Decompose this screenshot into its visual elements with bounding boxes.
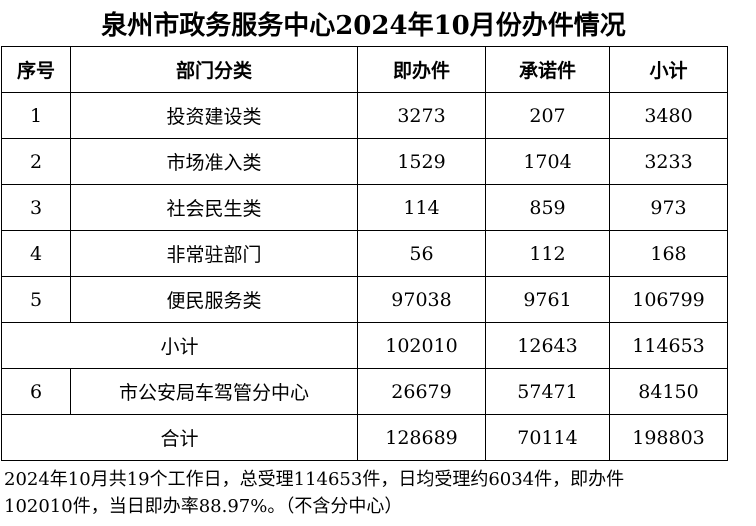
cell-serial: 1: [1, 92, 71, 139]
cell-instant: 1529: [357, 138, 486, 185]
cell-promised: 859: [485, 184, 610, 231]
cell-promised: 207: [485, 92, 610, 139]
cell-promised: 12643: [485, 322, 610, 369]
cell-category: 非常驻部门: [70, 230, 358, 277]
cell-subtotal: 3480: [609, 92, 728, 139]
cell-serial: 6: [1, 368, 71, 415]
table-row: 3 社会民生类 114 859 973: [1, 184, 728, 231]
cell-promised: 70114: [485, 414, 610, 461]
cell-instant: 114: [357, 184, 486, 231]
summary-note-line: 102010件，当日即办率88.97%。（不含分中心）: [4, 496, 403, 517]
cell-instant: 3273: [357, 92, 486, 139]
cell-subtotal: 84150: [609, 368, 728, 415]
table-row: 4 非常驻部门 56 112 168: [1, 230, 728, 277]
cell-subtotal: 114653: [609, 322, 728, 369]
cell-serial: 3: [1, 184, 71, 231]
cell-instant: 26679: [357, 368, 486, 415]
header-subtotal: 小计: [609, 46, 728, 93]
table-row: 6 市公安局车驾管分中心 26679 57471 84150: [1, 368, 728, 415]
header-serial: 序号: [1, 46, 71, 93]
cell-instant: 102010: [357, 322, 486, 369]
table-row: 2 市场准入类 1529 1704 3233: [1, 138, 728, 185]
total-label: 合计: [1, 414, 358, 461]
subtotal-label: 小计: [1, 322, 358, 369]
cell-promised: 112: [485, 230, 610, 277]
cell-subtotal: 106799: [609, 276, 728, 323]
cell-promised: 57471: [485, 368, 610, 415]
cell-serial: 4: [1, 230, 71, 277]
summary-note: 2024年10月共19个工作日，总受理114653件，日均受理约6034件，即办…: [4, 466, 724, 520]
cell-category: 投资建设类: [70, 92, 358, 139]
cell-subtotal: 973: [609, 184, 728, 231]
subtotal-row: 小计 102010 12643 114653: [1, 322, 728, 369]
cell-promised: 1704: [485, 138, 610, 185]
cell-subtotal: 168: [609, 230, 728, 277]
total-row: 合计 128689 70114 198803: [1, 414, 728, 461]
cell-promised: 9761: [485, 276, 610, 323]
table-row: 5 便民服务类 97038 9761 106799: [1, 276, 728, 323]
case-statistics-table: 序号 部门分类 即办件 承诺件 小计 1 投资建设类 3273 207 3480…: [1, 46, 728, 461]
table-row: 1 投资建设类 3273 207 3480: [1, 92, 728, 139]
cell-category: 便民服务类: [70, 276, 358, 323]
summary-note-line: 2024年10月共19个工作日，总受理114653件，日均受理约6034件，即办…: [4, 469, 625, 490]
cell-category: 市公安局车驾管分中心: [70, 368, 358, 415]
cell-instant: 128689: [357, 414, 486, 461]
cell-category: 社会民生类: [70, 184, 358, 231]
header-category: 部门分类: [70, 46, 358, 93]
cell-serial: 5: [1, 276, 71, 323]
cell-category: 市场准入类: [70, 138, 358, 185]
header-instant: 即办件: [357, 46, 486, 93]
cell-subtotal: 198803: [609, 414, 728, 461]
table-header-row: 序号 部门分类 即办件 承诺件 小计: [1, 46, 728, 93]
cell-serial: 2: [1, 138, 71, 185]
cell-instant: 56: [357, 230, 486, 277]
page-title: 泉州市政务服务中心2024年10月份办件情况: [101, 10, 626, 41]
header-promised: 承诺件: [485, 46, 610, 93]
cell-instant: 97038: [357, 276, 486, 323]
cell-subtotal: 3233: [609, 138, 728, 185]
